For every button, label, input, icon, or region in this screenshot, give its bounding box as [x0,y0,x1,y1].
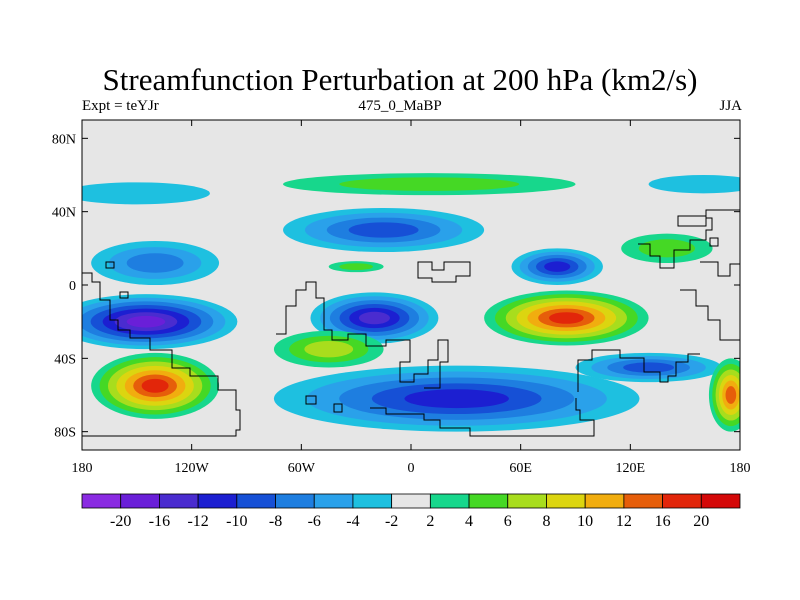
pos-indian-level-16 [549,312,584,324]
x-axis: 180 120W 60W 0 60E 120E 180 [72,120,751,476]
neg-north-pacific-level--2 [82,182,210,205]
coast-europe [417,261,471,283]
colorbar-box [623,493,663,509]
colorbar-label: 2 [426,513,434,530]
field-neg-indian-south [575,352,722,383]
pos-south-atlantic-level-6 [304,341,354,358]
colorbar-label: -16 [149,513,170,530]
colorbar-label: -2 [385,513,398,530]
colorbar-label: -6 [308,513,321,530]
island-1 [105,261,115,269]
colorbar-label: -12 [187,513,208,530]
neg-pacific-subtropic-level--6 [126,253,184,273]
colorbar-label: 20 [693,513,709,530]
field-neg-southern-ocean [273,365,640,432]
colorbar-label: -8 [269,513,282,530]
field-pos-south-pacific [91,352,220,419]
field-pos-north-west-pacific [621,233,713,263]
x-tick-label: 180 [730,461,751,476]
colorbar-box [313,493,354,509]
colorbar-box [584,493,625,509]
field-neg-north-pacific [82,182,210,205]
colorbar-box [81,493,122,509]
colorbar-box [159,493,199,509]
field-neg-north-polar [648,175,740,194]
y-tick-label: 40S [54,352,76,367]
colorbar-label: 16 [655,513,671,530]
neg-north-polar-level--2 [648,175,740,194]
pos-equator-level-4 [339,263,374,271]
colorbar-box [507,493,547,509]
field-neg-asia-north [511,248,603,285]
field-neg-pacific-subtropic [91,241,220,285]
island-2 [119,291,129,299]
colorbar-box [391,493,431,509]
coast-americas [82,272,241,437]
field-pos-north-atlantic [283,173,576,196]
experiment-label: Expt = teYJr [82,98,159,114]
neg-south-atlantic-level--12 [358,311,390,325]
colorbar-box [700,493,741,509]
colorbar-label: 4 [465,513,473,530]
colorbar-box [429,493,470,509]
season-label: JJA [719,98,742,114]
x-tick-label: 120W [175,461,210,476]
neg-atlantic-band-level--8 [348,222,419,238]
field-neg-atlantic-band [283,208,485,252]
colorbar-label: 8 [542,513,550,530]
neg-south-pacific-level--16 [126,315,166,328]
neg-southern-ocean-level--10 [404,389,509,409]
island-6 [709,237,719,247]
colorbar-label: 10 [577,513,593,530]
coast-antarctica [370,398,595,437]
case-label: 475_0_MaBP [358,98,442,114]
colorbar-box [275,493,315,509]
field-pos-east-pacific [708,358,740,432]
pos-north-atlantic-level-4 [339,177,520,191]
colorbar-box [197,493,238,509]
y-tick-label: 80N [52,132,76,147]
neg-indian-south-level--8 [623,362,675,373]
coast-australia [577,349,700,392]
island-5 [677,215,707,227]
colorbar: -20 -16 -12 -10 -8 -6 -4 -2 2 4 6 8 10 12 16 20 [81,493,741,530]
x-tick-label: 180 [72,461,93,476]
field-pos-indian [484,290,649,346]
field-pos-equator [328,261,384,273]
y-tick-label: 0 [69,279,76,294]
field-neg-south-atlantic [310,292,439,344]
chart-title: Streamfunction Perturbation at 200 hPa (… [102,62,698,97]
x-tick-label: 60E [509,461,532,476]
y-tick-label: 80S [54,426,76,441]
colorbar-box [120,493,160,509]
colorbar-box [662,493,702,509]
y-axis: 80N 40N 0 40S 80S [52,132,740,441]
coast-africa [276,281,449,389]
colorbar-label: -4 [346,513,359,530]
x-tick-label: 0 [408,461,415,476]
colorbar-box [352,493,393,509]
colorbar-box [468,493,509,509]
field-pos-south-atlantic [273,330,384,368]
y-tick-label: 40N [52,206,76,221]
island-4 [333,403,343,413]
neg-asia-north-level--10 [544,261,571,272]
island-3 [305,395,317,405]
colorbar-label: 12 [616,513,632,530]
pos-north-west-pacific-level-4 [638,239,696,258]
coast-asia [638,209,740,341]
colorbar-box [236,493,276,509]
colorbar-box [546,493,586,509]
contour-fields [82,173,740,432]
pos-east-pacific-level-12 [725,386,737,404]
pos-south-pacific-level-16 [141,378,169,393]
x-tick-label: 120E [616,461,646,476]
colorbar-label: 6 [504,513,512,530]
coastline [82,209,740,437]
colorbar-label: -10 [226,513,247,530]
x-tick-label: 60W [288,461,316,476]
field-neg-south-pacific [82,294,238,350]
colorbar-label: -20 [110,513,131,530]
